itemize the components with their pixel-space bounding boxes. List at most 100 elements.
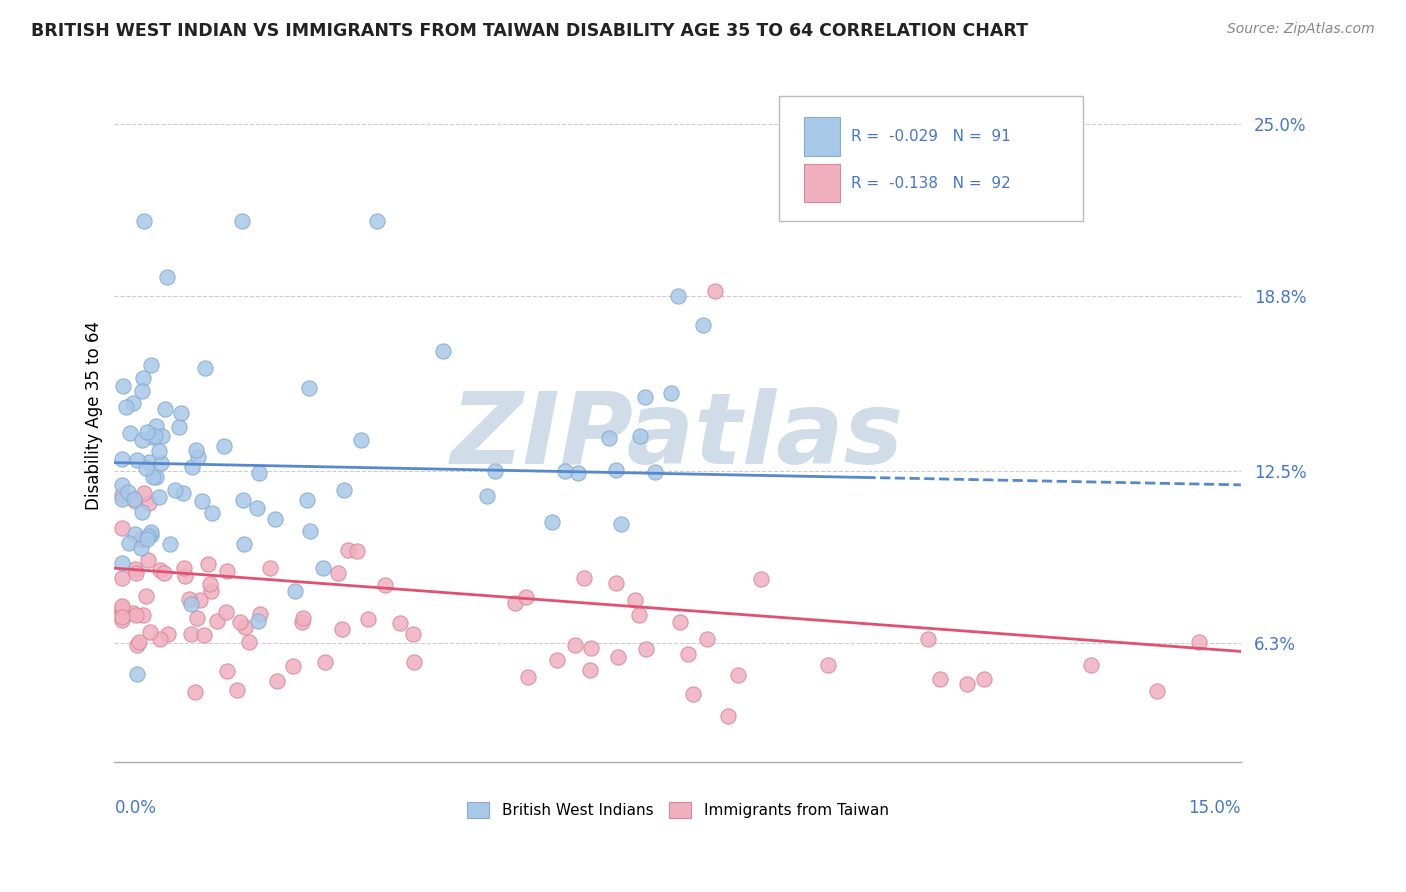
- Point: [180, 460, 202, 475]
- Point: [132, 608, 155, 623]
- Point: [676, 647, 699, 661]
- Point: [111, 571, 134, 585]
- Point: [125, 638, 148, 652]
- Point: [135, 460, 157, 475]
- Point: [136, 529, 159, 543]
- Point: [574, 570, 596, 584]
- Point: [291, 615, 314, 630]
- Point: [233, 620, 256, 634]
- Point: [129, 541, 152, 555]
- Point: [357, 611, 380, 625]
- Point: [134, 214, 156, 228]
- Point: [111, 613, 134, 627]
- Point: [111, 492, 134, 507]
- Point: [233, 537, 256, 551]
- Point: [332, 483, 354, 498]
- Point: [125, 452, 148, 467]
- Point: [215, 665, 238, 679]
- Point: [717, 709, 740, 723]
- Point: [187, 450, 209, 464]
- Point: [917, 632, 939, 646]
- Point: [132, 371, 155, 385]
- Point: [217, 565, 239, 579]
- Point: [232, 492, 254, 507]
- Point: [298, 381, 321, 395]
- Point: [138, 496, 160, 510]
- Point: [564, 638, 586, 652]
- Point: [314, 655, 336, 669]
- Point: [193, 627, 215, 641]
- Point: [634, 390, 657, 404]
- Point: [198, 576, 221, 591]
- Point: [515, 590, 537, 604]
- Point: [1080, 658, 1102, 673]
- Point: [139, 624, 162, 639]
- Point: [704, 284, 727, 298]
- Point: [125, 607, 148, 622]
- Point: [475, 490, 498, 504]
- Point: [139, 358, 162, 372]
- Point: [118, 536, 141, 550]
- Point: [337, 542, 360, 557]
- Point: [124, 561, 146, 575]
- Text: R =  -0.029   N =  91: R = -0.029 N = 91: [851, 129, 1011, 144]
- Point: [432, 343, 454, 358]
- Point: [115, 400, 138, 414]
- Point: [579, 663, 602, 677]
- Point: [120, 426, 142, 441]
- Point: [131, 433, 153, 447]
- Point: [172, 486, 194, 500]
- Point: [312, 561, 335, 575]
- Point: [148, 444, 170, 458]
- Point: [159, 537, 181, 551]
- Point: [264, 511, 287, 525]
- Point: [156, 626, 179, 640]
- Point: [238, 635, 260, 649]
- Point: [125, 666, 148, 681]
- Point: [259, 560, 281, 574]
- Point: [129, 532, 152, 546]
- Point: [188, 593, 211, 607]
- Point: [484, 464, 506, 478]
- Point: [249, 607, 271, 622]
- Point: [167, 419, 190, 434]
- Point: [152, 566, 174, 581]
- Point: [402, 627, 425, 641]
- Point: [623, 593, 645, 607]
- Point: [517, 669, 540, 683]
- Point: [247, 614, 270, 628]
- Point: [546, 653, 568, 667]
- Point: [177, 591, 200, 606]
- Point: [155, 402, 177, 417]
- Point: [281, 658, 304, 673]
- Point: [135, 589, 157, 603]
- Point: [170, 406, 193, 420]
- Point: [111, 557, 134, 571]
- Point: [132, 486, 155, 500]
- Point: [388, 615, 411, 630]
- Point: [346, 544, 368, 558]
- Point: [150, 429, 173, 443]
- Point: [229, 615, 252, 629]
- Point: [207, 615, 229, 629]
- Point: [131, 384, 153, 399]
- Point: [610, 516, 633, 531]
- Point: [692, 318, 714, 332]
- Point: [149, 456, 172, 470]
- Point: [111, 521, 134, 535]
- Point: [139, 528, 162, 542]
- Point: [143, 429, 166, 443]
- Point: [111, 478, 134, 492]
- Point: [194, 361, 217, 376]
- Point: [124, 494, 146, 508]
- Point: [1146, 684, 1168, 698]
- Point: [148, 490, 170, 504]
- Point: [131, 505, 153, 519]
- Point: [696, 632, 718, 647]
- Point: [374, 578, 396, 592]
- Point: [231, 214, 253, 228]
- Point: [122, 606, 145, 620]
- Point: [201, 507, 224, 521]
- Point: [503, 596, 526, 610]
- Point: [246, 501, 269, 516]
